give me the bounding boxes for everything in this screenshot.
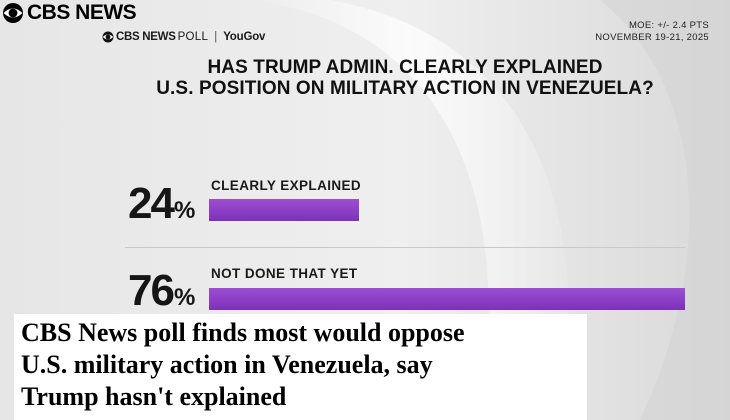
poll-meta: MOE: +/- 2.4 PTS NOVEMBER 19-21, 2025 [595, 20, 709, 44]
poll-header: CBS NEWS POLL | YouGov [102, 29, 265, 45]
cbs-eye-icon [3, 3, 23, 23]
cbs-eye-icon [102, 31, 114, 43]
poll-header-separator: | [214, 31, 218, 43]
poll-header-cbs: CBS NEWS [116, 31, 176, 43]
headline-line-1: CBS News poll finds most would oppose [21, 318, 465, 347]
percent-value-1: 76 [128, 266, 175, 315]
poll-header-partner: YouGov [223, 31, 266, 43]
headline-line-3: Trump hasn't explained [21, 382, 287, 411]
cbs-news-brand: CBS NEWS [2, 1, 137, 25]
percent-label-0: 24 % [128, 182, 195, 226]
margin-of-error: MOE: +/- 2.4 PTS [628, 20, 709, 31]
percent-label-1: 76 % [128, 269, 195, 313]
divider [125, 247, 685, 248]
poll-header-poll: POLL [177, 31, 209, 43]
brand-name: CBS NEWS [27, 1, 137, 24]
percent-unit-1: % [173, 284, 196, 311]
percent-unit-0: % [173, 197, 196, 224]
bar-not-done-that-yet [209, 288, 685, 310]
headline-line-2: U.S. military action in Venezuela, say [21, 350, 433, 379]
category-label-0: CLEARLY EXPLAINED [211, 178, 362, 193]
percent-value-0: 24 [128, 179, 175, 228]
question-line-2: U.S. POSITION ON MILITARY ACTION IN VENE… [156, 78, 654, 99]
poll-dates: NOVEMBER 19-21, 2025 [595, 32, 709, 43]
question-line-1: HAS TRUMP ADMIN. CLEARLY EXPLAINED [207, 57, 603, 78]
headline-box [14, 314, 587, 420]
category-label-1: NOT DONE THAT YET [211, 266, 358, 281]
bar-clearly-explained [209, 199, 359, 221]
